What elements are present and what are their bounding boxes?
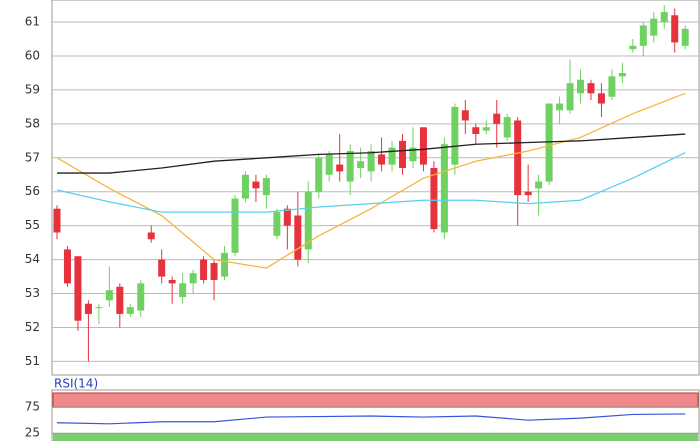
y-tick-label: 51 [25,354,40,368]
candle-body [524,191,532,196]
candle-body [608,76,616,97]
candle-body [671,15,679,43]
y-tick-label: 61 [25,15,40,29]
candle-body [137,283,145,311]
candle-body [660,11,668,23]
candle-body [566,83,574,111]
candle-body [346,151,354,182]
candle-body [367,151,375,172]
y-tick-label: 58 [25,116,40,130]
candle-body [158,259,166,277]
moving-average [57,133,686,174]
candle-body [451,106,459,165]
candle-body [336,164,344,172]
candle-body [378,154,386,165]
candle-body [535,181,543,189]
candle-body [168,279,176,284]
candle-body [388,147,396,165]
rsi-title: RSI(14) [54,377,98,391]
candle-body [503,117,511,138]
candle-body [472,127,480,135]
candle-body [482,127,490,131]
candle-body [116,286,124,314]
candle-body [262,178,270,196]
y-tick-label: 53 [25,286,40,300]
y-tick-label: 52 [25,320,40,334]
candle-body [399,140,407,168]
candle-body [639,25,647,46]
oversold-band [53,433,698,441]
y-tick-label: 56 [25,184,40,198]
candle-body [283,208,291,226]
candle-body [409,147,417,162]
y-tick-label: 25 [25,426,40,440]
candle-body [357,161,365,168]
candle-body [650,18,658,36]
candle-body [325,154,333,175]
candle-body [231,198,239,253]
candle-body [210,263,218,280]
candle-body [419,127,427,165]
candle-body [189,273,197,284]
candle-body [514,120,522,196]
overbought-band [52,392,699,408]
candle-body [618,72,626,77]
candle-body [74,256,82,321]
moving-average [56,152,686,213]
y-tick-label: 59 [25,82,40,96]
candle-body [63,249,71,284]
candle-body [84,303,92,314]
candle-body [147,232,155,240]
rsi-line [56,413,686,425]
candle-body [179,283,187,297]
candle-body [126,307,134,314]
y-tick-label: 75 [25,400,40,414]
candle-body [440,144,448,233]
candle-body [273,212,281,236]
plot-frame [51,0,700,376]
y-tick-label: 55 [25,218,40,232]
candle-body [304,191,312,250]
candle-body [430,167,438,230]
candle-body [221,252,229,277]
moving-average [56,92,686,269]
candle-body [493,113,501,124]
candle-body [461,110,469,121]
candle-body [681,28,689,46]
candle-body [556,103,564,111]
candle-body [105,290,113,301]
y-tick-label: 54 [25,252,40,266]
candle-body [252,181,260,189]
y-tick-label: 60 [25,48,40,62]
candle-body [95,307,103,309]
candle-body [597,93,605,104]
candle-body [315,157,323,192]
candle-body [545,103,553,182]
y-tick-label: 57 [25,150,40,164]
candle-body [294,215,302,260]
candle-body [629,45,637,50]
candle-body [200,259,208,280]
candle-body [53,208,61,233]
candle-body [241,174,249,199]
candle-body [587,83,595,94]
candle-body [577,79,584,94]
